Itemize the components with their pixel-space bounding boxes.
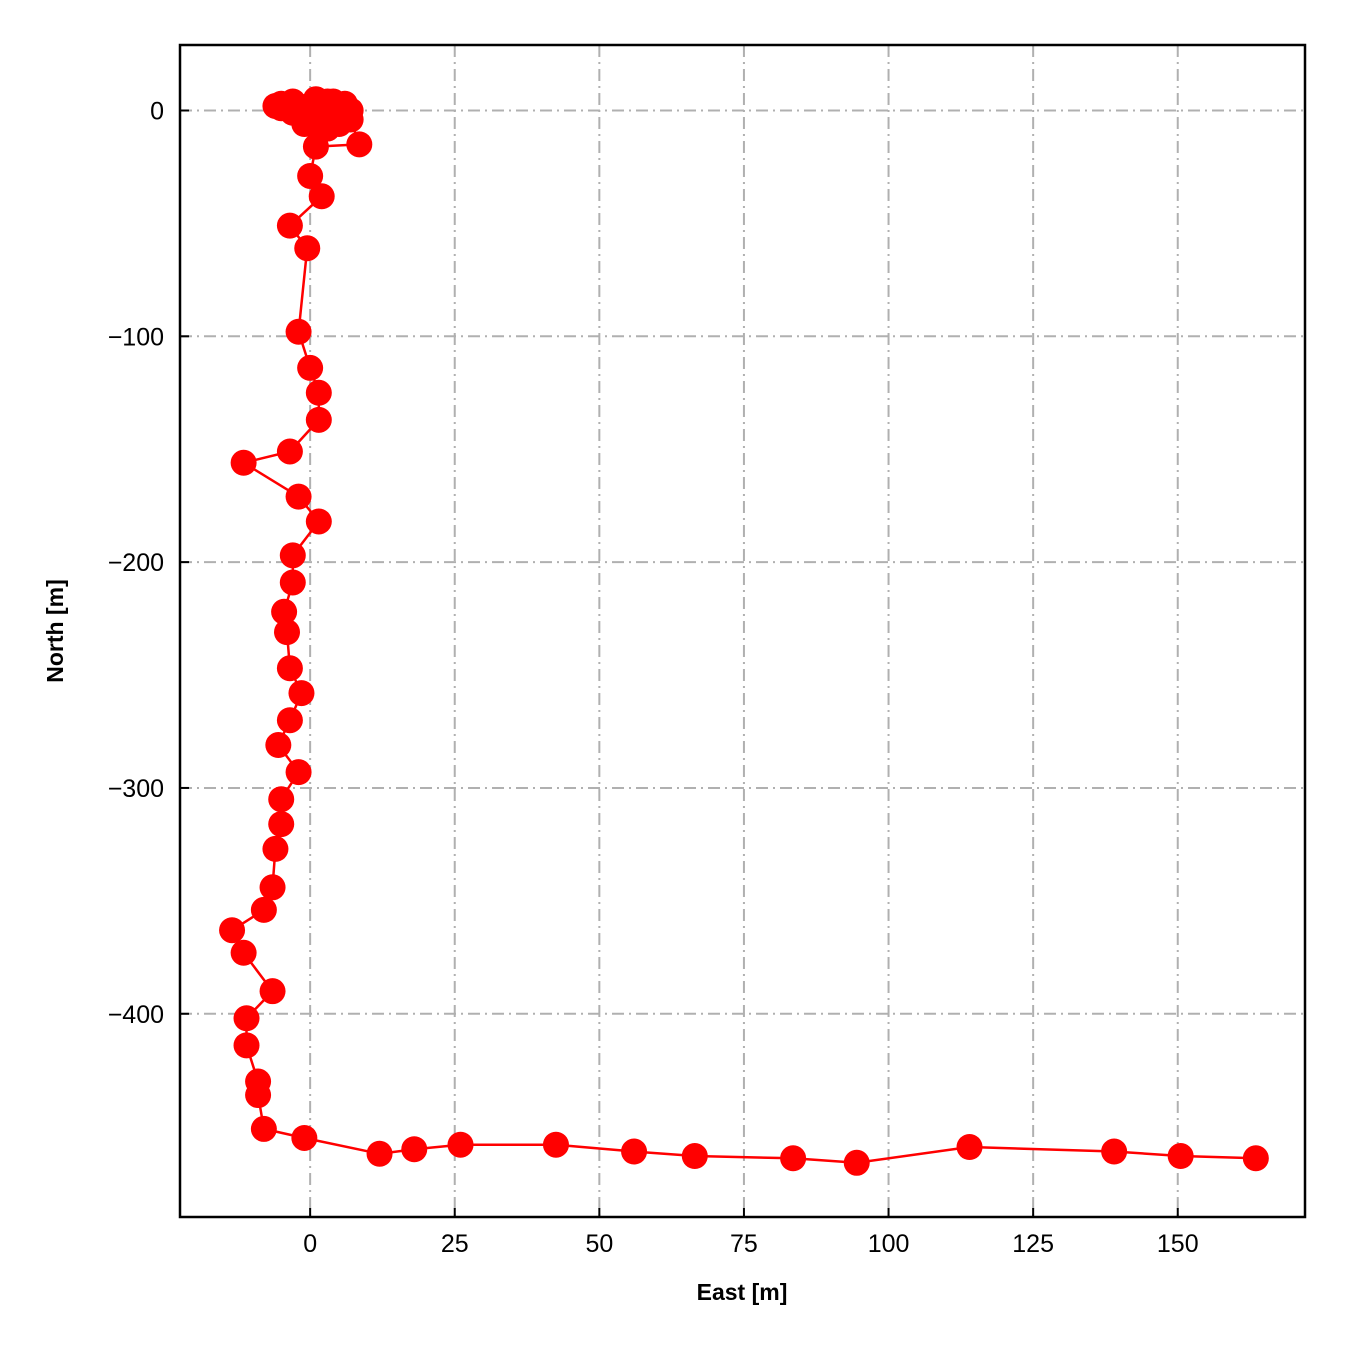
y-tick-label: −200 — [108, 549, 164, 577]
tick-labels: 0 25 50 75 100 125 150 0 −100 −200 −300 −400 — [108, 97, 1199, 1258]
x-tick-label: 25 — [441, 1230, 469, 1258]
track-point — [274, 619, 301, 646]
track-point — [250, 1115, 277, 1142]
track-point — [271, 598, 298, 625]
track-point — [681, 1143, 708, 1170]
track-point — [285, 483, 312, 510]
y-axis-label: North [m] — [42, 579, 68, 682]
track-point — [268, 811, 295, 838]
x-tick-label: 0 — [303, 1230, 317, 1258]
track-point — [346, 131, 373, 158]
track-point — [1167, 1143, 1194, 1170]
track-point — [276, 707, 303, 734]
track-point — [276, 655, 303, 682]
track-point — [230, 939, 257, 966]
track-point — [285, 759, 312, 786]
track-point — [447, 1131, 474, 1158]
track-point — [401, 1136, 428, 1163]
track-point — [302, 133, 329, 160]
y-tick-label: 0 — [150, 97, 164, 125]
y-tick-label: −100 — [108, 323, 164, 351]
track-point — [621, 1138, 648, 1165]
plot-frame — [178, 43, 1307, 1219]
track-point — [219, 917, 246, 944]
track-point — [259, 978, 286, 1005]
track-point — [780, 1145, 807, 1172]
track-point — [956, 1133, 983, 1160]
track-point — [337, 106, 364, 133]
track-point — [262, 835, 289, 862]
track-point — [233, 1005, 260, 1032]
track-point — [297, 354, 324, 381]
track-point — [245, 1082, 272, 1109]
track-point — [230, 449, 257, 476]
track-point — [233, 1032, 260, 1059]
track-point — [297, 162, 324, 189]
track-point — [308, 183, 335, 210]
track-point — [1242, 1145, 1269, 1172]
track-point — [305, 508, 332, 535]
track-point — [305, 406, 332, 433]
track-point — [288, 680, 315, 707]
grid-lines — [180, 45, 1305, 1217]
track-point — [366, 1140, 393, 1167]
x-tick-label: 75 — [730, 1230, 758, 1258]
track-point — [279, 569, 306, 596]
track-point — [276, 212, 303, 239]
track-point — [542, 1131, 569, 1158]
track-point — [250, 896, 277, 923]
track-point — [279, 542, 306, 569]
x-tick-label: 150 — [1157, 1230, 1199, 1258]
track-point — [1101, 1138, 1128, 1165]
x-tick-label: 50 — [585, 1230, 613, 1258]
x-tick-label: 125 — [1012, 1230, 1054, 1258]
axis-ticks — [180, 109, 1179, 1217]
track-points — [219, 86, 1269, 1176]
y-tick-label: −300 — [108, 775, 164, 803]
track-point — [259, 874, 286, 901]
y-tick-label: −400 — [108, 1001, 164, 1029]
track-point — [305, 379, 332, 406]
track-point — [294, 235, 321, 262]
x-tick-label: 100 — [868, 1230, 910, 1258]
track-point — [268, 786, 295, 813]
track-point — [843, 1149, 870, 1176]
track-point — [285, 318, 312, 345]
track-point — [276, 438, 303, 465]
track-point — [265, 732, 292, 759]
x-axis-label: East [m] — [697, 1279, 788, 1305]
track-point — [291, 1124, 318, 1151]
